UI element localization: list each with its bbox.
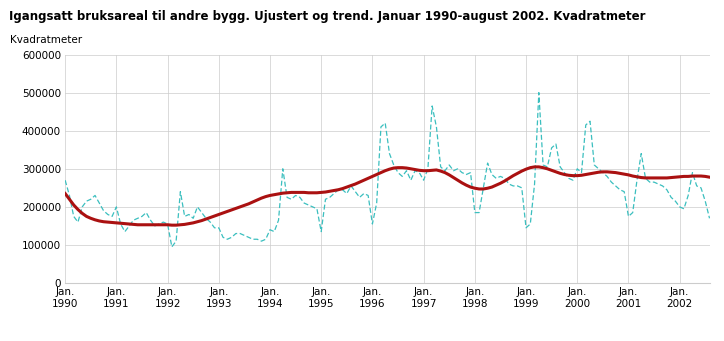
Bruksareal andre bygg, ujustert [534, 91, 543, 95]
Bruksareal andre bygg, ujustert [82, 199, 90, 203]
Text: Igangsatt bruksareal til andre bygg. Ujustert og trend. Januar 1990-august 2002.: Igangsatt bruksareal til andre bygg. Uju… [9, 10, 646, 23]
Bruksareal andre bygg, trend [484, 186, 492, 190]
Bruksareal andre bygg, ujustert [159, 220, 168, 224]
Bruksareal andre bygg, ujustert [705, 216, 714, 220]
Bruksareal andre bygg, ujustert [167, 245, 176, 249]
Bruksareal andre bygg, trend [705, 175, 714, 179]
Line: Bruksareal andre bygg, trend: Bruksareal andre bygg, trend [65, 167, 710, 225]
Bruksareal andre bygg, ujustert [484, 161, 492, 165]
Bruksareal andre bygg, trend [227, 208, 236, 212]
Bruksareal andre bygg, ujustert [227, 235, 236, 239]
Bruksareal andre bygg, trend [61, 192, 70, 196]
Bruksareal andre bygg, trend [82, 214, 90, 219]
Bruksareal andre bygg, ujustert [496, 174, 505, 178]
Text: Kvadratmeter: Kvadratmeter [10, 35, 83, 45]
Bruksareal andre bygg, ujustert [287, 197, 295, 201]
Bruksareal andre bygg, ujustert [61, 178, 70, 182]
Bruksareal andre bygg, trend [159, 223, 168, 227]
Bruksareal andre bygg, trend [496, 181, 505, 185]
Bruksareal andre bygg, trend [167, 223, 176, 227]
Bruksareal andre bygg, trend [287, 190, 295, 194]
Line: Bruksareal andre bygg, ujustert: Bruksareal andre bygg, ujustert [65, 93, 710, 247]
Bruksareal andre bygg, trend [530, 165, 539, 169]
